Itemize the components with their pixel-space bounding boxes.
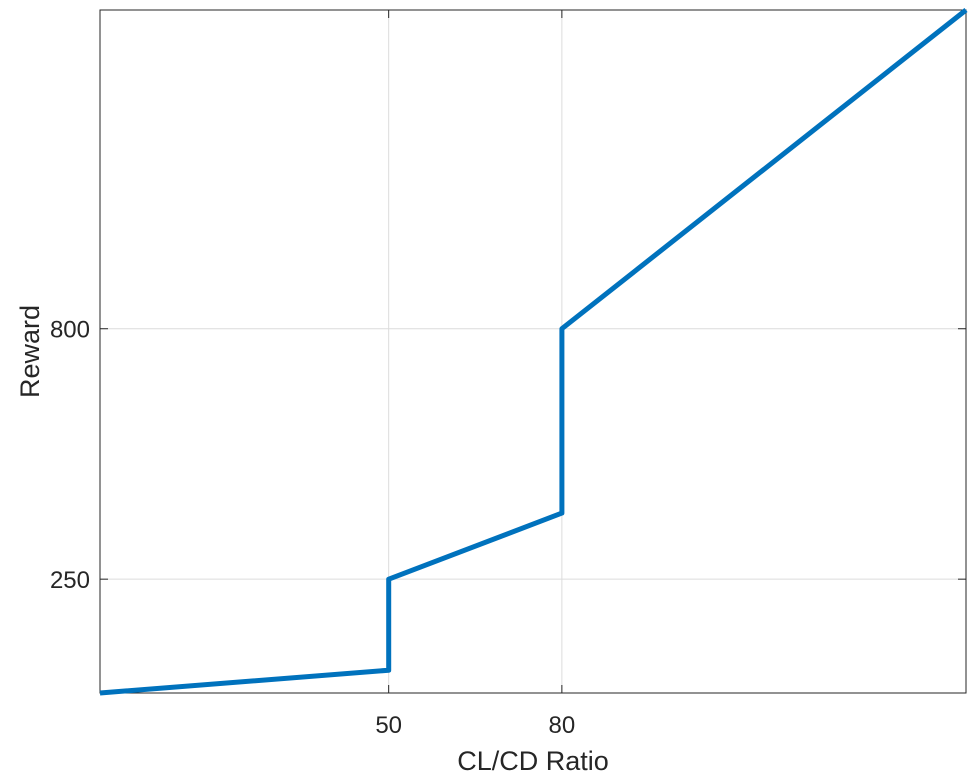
x-axis-title: CL/CD Ratio	[457, 746, 609, 776]
series-line	[99, 8, 968, 696]
x-tick-label: 50	[375, 712, 402, 739]
y-tick-label: 250	[50, 567, 90, 594]
y-tick-label: 800	[50, 317, 90, 344]
x-tick-label: 80	[549, 712, 576, 739]
axis-ticks: 50 80 250 800	[50, 10, 966, 739]
series-group	[99, 8, 968, 696]
plot-area-frame	[99, 9, 967, 694]
y-axis-title: Reward	[15, 305, 45, 398]
